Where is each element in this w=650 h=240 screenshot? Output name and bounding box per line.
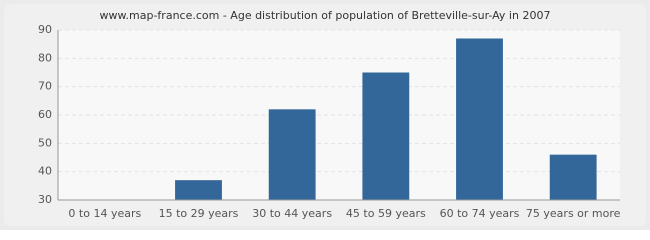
bar xyxy=(549,154,597,200)
x-tick-label: 0 to 14 years xyxy=(68,207,141,220)
y-tick-label: 70 xyxy=(38,80,52,93)
y-tick-label: 30 xyxy=(38,193,52,206)
bar xyxy=(362,72,410,200)
bar xyxy=(175,180,222,200)
bar xyxy=(456,38,503,200)
x-tick-label: 75 years or more xyxy=(526,207,621,220)
x-tick-label: 30 to 44 years xyxy=(252,207,332,220)
chart-title: www.map-france.com - Age distribution of… xyxy=(100,9,551,22)
y-tick-label: 90 xyxy=(38,23,52,36)
x-tick-label: 15 to 29 years xyxy=(159,207,239,220)
chart: www.map-france.com - Age distribution of… xyxy=(0,0,650,230)
page: www.map-france.com - Age distribution of… xyxy=(0,0,650,230)
y-tick-label: 50 xyxy=(38,136,52,149)
y-tick-label: 40 xyxy=(38,165,52,178)
bar xyxy=(268,109,316,200)
x-tick-label: 60 to 74 years xyxy=(440,207,520,220)
y-tick-label: 80 xyxy=(38,51,52,64)
x-tick-label: 45 to 59 years xyxy=(346,207,426,220)
y-tick-label: 60 xyxy=(38,108,52,121)
